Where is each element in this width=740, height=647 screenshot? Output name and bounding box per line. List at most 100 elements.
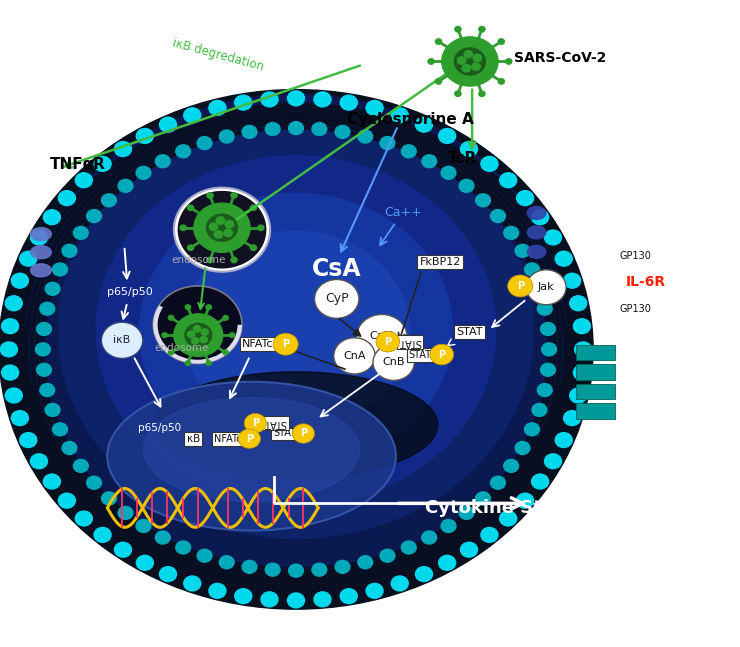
Circle shape — [498, 79, 505, 84]
Circle shape — [542, 343, 556, 356]
Text: P: P — [246, 433, 253, 444]
Circle shape — [537, 302, 552, 315]
Circle shape — [200, 336, 207, 343]
Circle shape — [515, 245, 530, 258]
Circle shape — [491, 476, 505, 489]
Circle shape — [20, 251, 37, 266]
Circle shape — [504, 459, 519, 472]
Circle shape — [292, 424, 314, 443]
Circle shape — [231, 258, 237, 263]
Circle shape — [197, 137, 212, 149]
Wedge shape — [153, 305, 242, 364]
Circle shape — [312, 564, 327, 576]
Text: Cyclosporine A: Cyclosporine A — [347, 112, 474, 127]
Circle shape — [224, 229, 232, 237]
Circle shape — [476, 194, 491, 207]
Circle shape — [545, 454, 562, 468]
FancyBboxPatch shape — [576, 403, 614, 419]
Circle shape — [242, 560, 257, 573]
Circle shape — [422, 155, 437, 168]
Text: CnB: CnB — [383, 357, 405, 367]
Circle shape — [314, 592, 331, 607]
Circle shape — [183, 232, 409, 430]
Text: iκB degredation: iκB degredation — [171, 37, 266, 74]
Circle shape — [136, 166, 151, 179]
Circle shape — [169, 316, 174, 320]
Circle shape — [58, 123, 534, 538]
Circle shape — [94, 527, 111, 542]
Circle shape — [525, 423, 539, 436]
Circle shape — [45, 282, 60, 295]
Ellipse shape — [30, 228, 51, 241]
Circle shape — [532, 404, 547, 417]
Circle shape — [376, 331, 400, 352]
Text: STAT: STAT — [408, 349, 432, 360]
Circle shape — [223, 350, 228, 355]
Ellipse shape — [154, 372, 438, 478]
Ellipse shape — [30, 264, 51, 277]
Circle shape — [508, 275, 533, 297]
Circle shape — [229, 333, 235, 338]
Circle shape — [358, 130, 373, 143]
Circle shape — [574, 319, 591, 334]
Circle shape — [391, 108, 408, 123]
Circle shape — [1, 319, 18, 334]
Circle shape — [192, 338, 199, 344]
Circle shape — [180, 225, 186, 230]
Circle shape — [517, 191, 534, 206]
Circle shape — [87, 476, 101, 489]
Circle shape — [1, 365, 18, 380]
Circle shape — [439, 129, 456, 144]
Circle shape — [155, 155, 170, 168]
Circle shape — [185, 305, 191, 309]
Circle shape — [459, 179, 474, 192]
Circle shape — [460, 142, 477, 157]
Circle shape — [380, 137, 395, 149]
Circle shape — [570, 388, 587, 403]
Circle shape — [401, 145, 416, 158]
Text: GP130: GP130 — [619, 250, 651, 261]
Circle shape — [457, 57, 465, 64]
Circle shape — [357, 314, 407, 358]
Circle shape — [193, 325, 201, 332]
Circle shape — [160, 567, 177, 582]
Circle shape — [439, 555, 456, 570]
Circle shape — [174, 314, 223, 356]
Circle shape — [30, 454, 47, 468]
Circle shape — [455, 91, 461, 96]
Circle shape — [545, 230, 562, 245]
Circle shape — [265, 564, 280, 576]
Circle shape — [73, 226, 88, 239]
Circle shape — [358, 556, 373, 569]
Circle shape — [515, 441, 530, 454]
Text: iκB: iκB — [113, 335, 131, 345]
Circle shape — [207, 258, 213, 263]
Circle shape — [139, 193, 453, 467]
Circle shape — [160, 117, 177, 132]
Circle shape — [366, 100, 383, 115]
Text: Jak: Jak — [538, 282, 554, 292]
Circle shape — [314, 92, 331, 107]
Circle shape — [366, 584, 383, 598]
Circle shape — [273, 333, 298, 355]
Circle shape — [435, 39, 442, 44]
Ellipse shape — [107, 382, 396, 531]
Text: endosome: endosome — [154, 343, 209, 353]
Circle shape — [244, 413, 266, 433]
Circle shape — [415, 567, 432, 582]
Circle shape — [464, 50, 473, 58]
Circle shape — [209, 223, 218, 230]
Circle shape — [62, 245, 77, 258]
Text: CnA: CnA — [343, 351, 366, 361]
Text: p65/p50: p65/p50 — [107, 287, 152, 298]
Circle shape — [541, 322, 556, 335]
Circle shape — [0, 90, 593, 609]
Circle shape — [430, 344, 454, 365]
Circle shape — [525, 263, 539, 276]
Circle shape — [184, 576, 201, 591]
Circle shape — [531, 474, 548, 489]
Circle shape — [185, 324, 212, 347]
Circle shape — [373, 344, 414, 380]
Circle shape — [30, 230, 47, 245]
Circle shape — [505, 59, 512, 64]
